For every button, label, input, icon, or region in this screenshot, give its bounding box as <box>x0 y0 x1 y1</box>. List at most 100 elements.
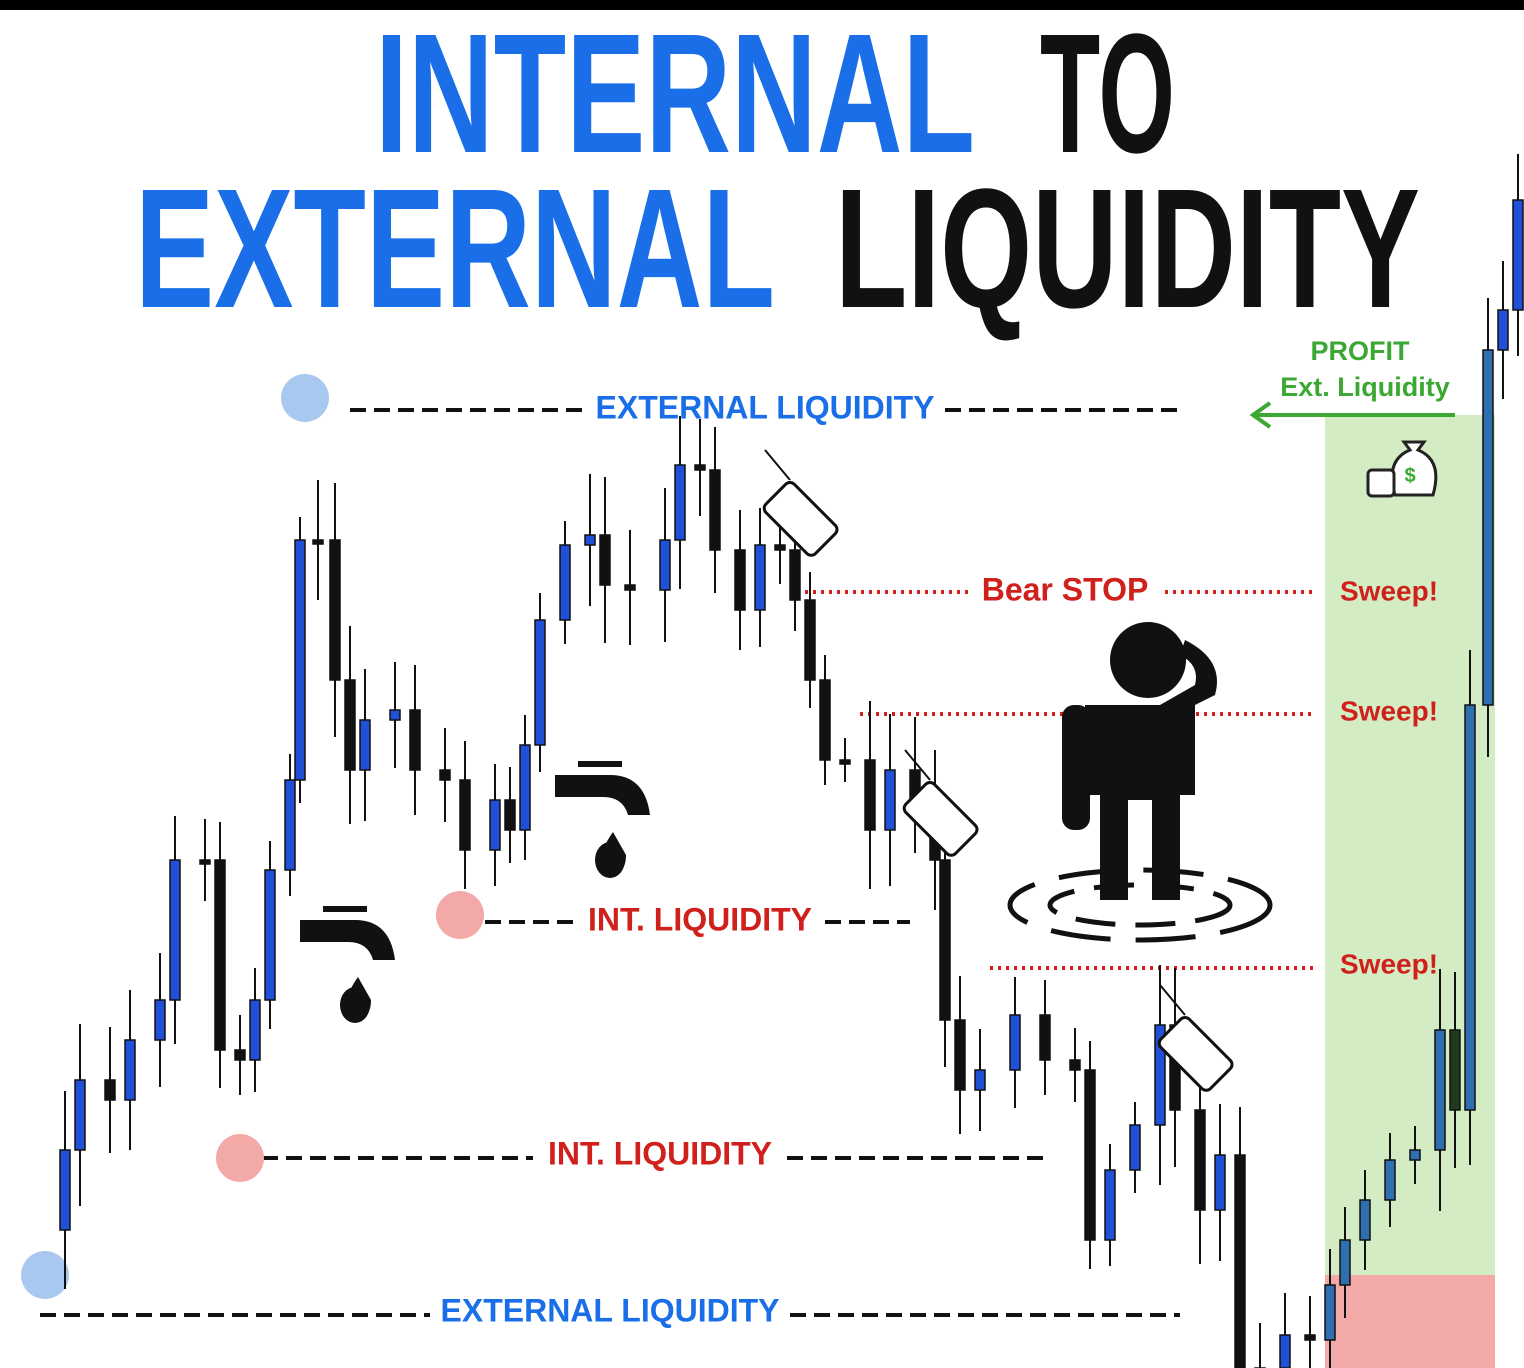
candle-body <box>154 999 166 1041</box>
candle-body <box>1214 1154 1226 1211</box>
candle-body <box>1512 199 1524 311</box>
level-label: Bear STOP <box>982 571 1149 607</box>
profit-target: Ext. Liquidity <box>1280 372 1450 402</box>
candle-body <box>1009 1014 1021 1071</box>
top-border <box>0 0 1524 10</box>
candle-body <box>694 464 706 471</box>
candle-body <box>659 539 671 591</box>
candle-body <box>344 679 356 771</box>
candle-body <box>504 799 516 831</box>
candle-body <box>804 599 816 681</box>
title-word: TO <box>1040 0 1175 189</box>
candle-body <box>774 544 786 551</box>
faucets <box>300 761 650 1023</box>
candle-body <box>674 464 686 541</box>
candle-body <box>789 549 801 601</box>
candle-body <box>1497 309 1509 351</box>
money-bag-icon: $ <box>1366 440 1438 498</box>
candle-body <box>234 1049 246 1061</box>
dashed-levels <box>40 408 1180 1317</box>
candle-body <box>459 779 471 851</box>
candle-body <box>884 769 896 831</box>
candle-body <box>294 539 306 781</box>
candle-body <box>519 744 531 831</box>
candle-body <box>709 469 721 551</box>
candle-body <box>839 759 851 765</box>
level-label: INT. LIQUIDITY <box>588 901 812 937</box>
candle-body <box>284 779 296 871</box>
profit-arrow <box>1249 401 1455 429</box>
candles <box>59 154 1524 1368</box>
candle-body <box>734 549 746 611</box>
price-tag <box>762 480 839 557</box>
candle-body <box>249 999 261 1061</box>
candle-body <box>1359 1199 1371 1241</box>
candle-body <box>1464 704 1476 1111</box>
candle-body <box>214 859 226 1051</box>
candle-body <box>1279 1334 1291 1368</box>
candle-body <box>74 1079 86 1151</box>
candle-body <box>754 544 766 611</box>
candle-body <box>624 584 636 591</box>
candle-body <box>59 1149 71 1231</box>
candle-body <box>1339 1239 1351 1286</box>
profit-label: PROFIT <box>1311 336 1411 366</box>
sweep-label: Sweep! <box>1340 695 1438 726</box>
drop <box>595 842 625 878</box>
title-word: EXTERNAL <box>135 154 775 344</box>
faucet <box>300 906 395 960</box>
tag-string <box>904 749 931 781</box>
level-label: EXTERNAL LIQUIDITY <box>596 389 935 425</box>
level-label: INT. LIQUIDITY <box>548 1135 772 1171</box>
title-word: LIQUIDITY <box>835 154 1420 344</box>
drop <box>340 987 370 1023</box>
candle-body <box>1084 1069 1096 1241</box>
sweep-label: Sweep! <box>1340 575 1438 606</box>
candle-body <box>939 859 951 1021</box>
candle-body <box>1449 1029 1461 1111</box>
person-icon <box>1062 622 1217 900</box>
candle-body <box>104 1079 116 1101</box>
candle-body <box>1482 349 1494 706</box>
candle-body <box>559 544 571 621</box>
price-tags <box>762 449 1234 1092</box>
candle-body <box>359 719 371 771</box>
swing-marker <box>281 374 329 422</box>
candle-body <box>169 859 181 1001</box>
candle-body <box>1194 1109 1206 1211</box>
candle-body <box>1304 1334 1316 1341</box>
candle-body <box>409 709 421 771</box>
dotted-levels <box>805 590 1315 970</box>
tag-string <box>764 449 791 481</box>
candle-body <box>954 1019 966 1091</box>
ripples <box>1007 867 1273 943</box>
candle-body <box>1384 1159 1396 1201</box>
risk-zone <box>1325 1275 1495 1368</box>
svg-text:$: $ <box>1404 465 1415 487</box>
candle-body <box>389 709 401 721</box>
title-word: INTERNAL <box>375 0 975 189</box>
candle-body <box>264 869 276 1001</box>
faucet <box>555 761 650 815</box>
candle-body <box>124 1039 136 1101</box>
candle-body <box>1234 1154 1246 1368</box>
swing-marker <box>436 891 484 939</box>
candle-body <box>1039 1014 1051 1061</box>
candle-body <box>1069 1059 1081 1071</box>
candle-body <box>599 534 611 586</box>
candle-body <box>864 759 876 831</box>
price-tag <box>902 780 979 857</box>
candle-body <box>439 769 451 781</box>
tag-string <box>1159 984 1186 1016</box>
candle-body <box>1104 1169 1116 1241</box>
candle-body <box>534 619 546 746</box>
candle-body <box>1409 1149 1421 1161</box>
candle-body <box>1324 1284 1336 1341</box>
swing-marker <box>21 1251 69 1299</box>
candle-body <box>199 859 211 865</box>
candle-body <box>489 799 501 851</box>
sweep-label: Sweep! <box>1340 948 1438 979</box>
candle-body <box>1154 1024 1166 1126</box>
candle-body <box>1434 1029 1446 1151</box>
